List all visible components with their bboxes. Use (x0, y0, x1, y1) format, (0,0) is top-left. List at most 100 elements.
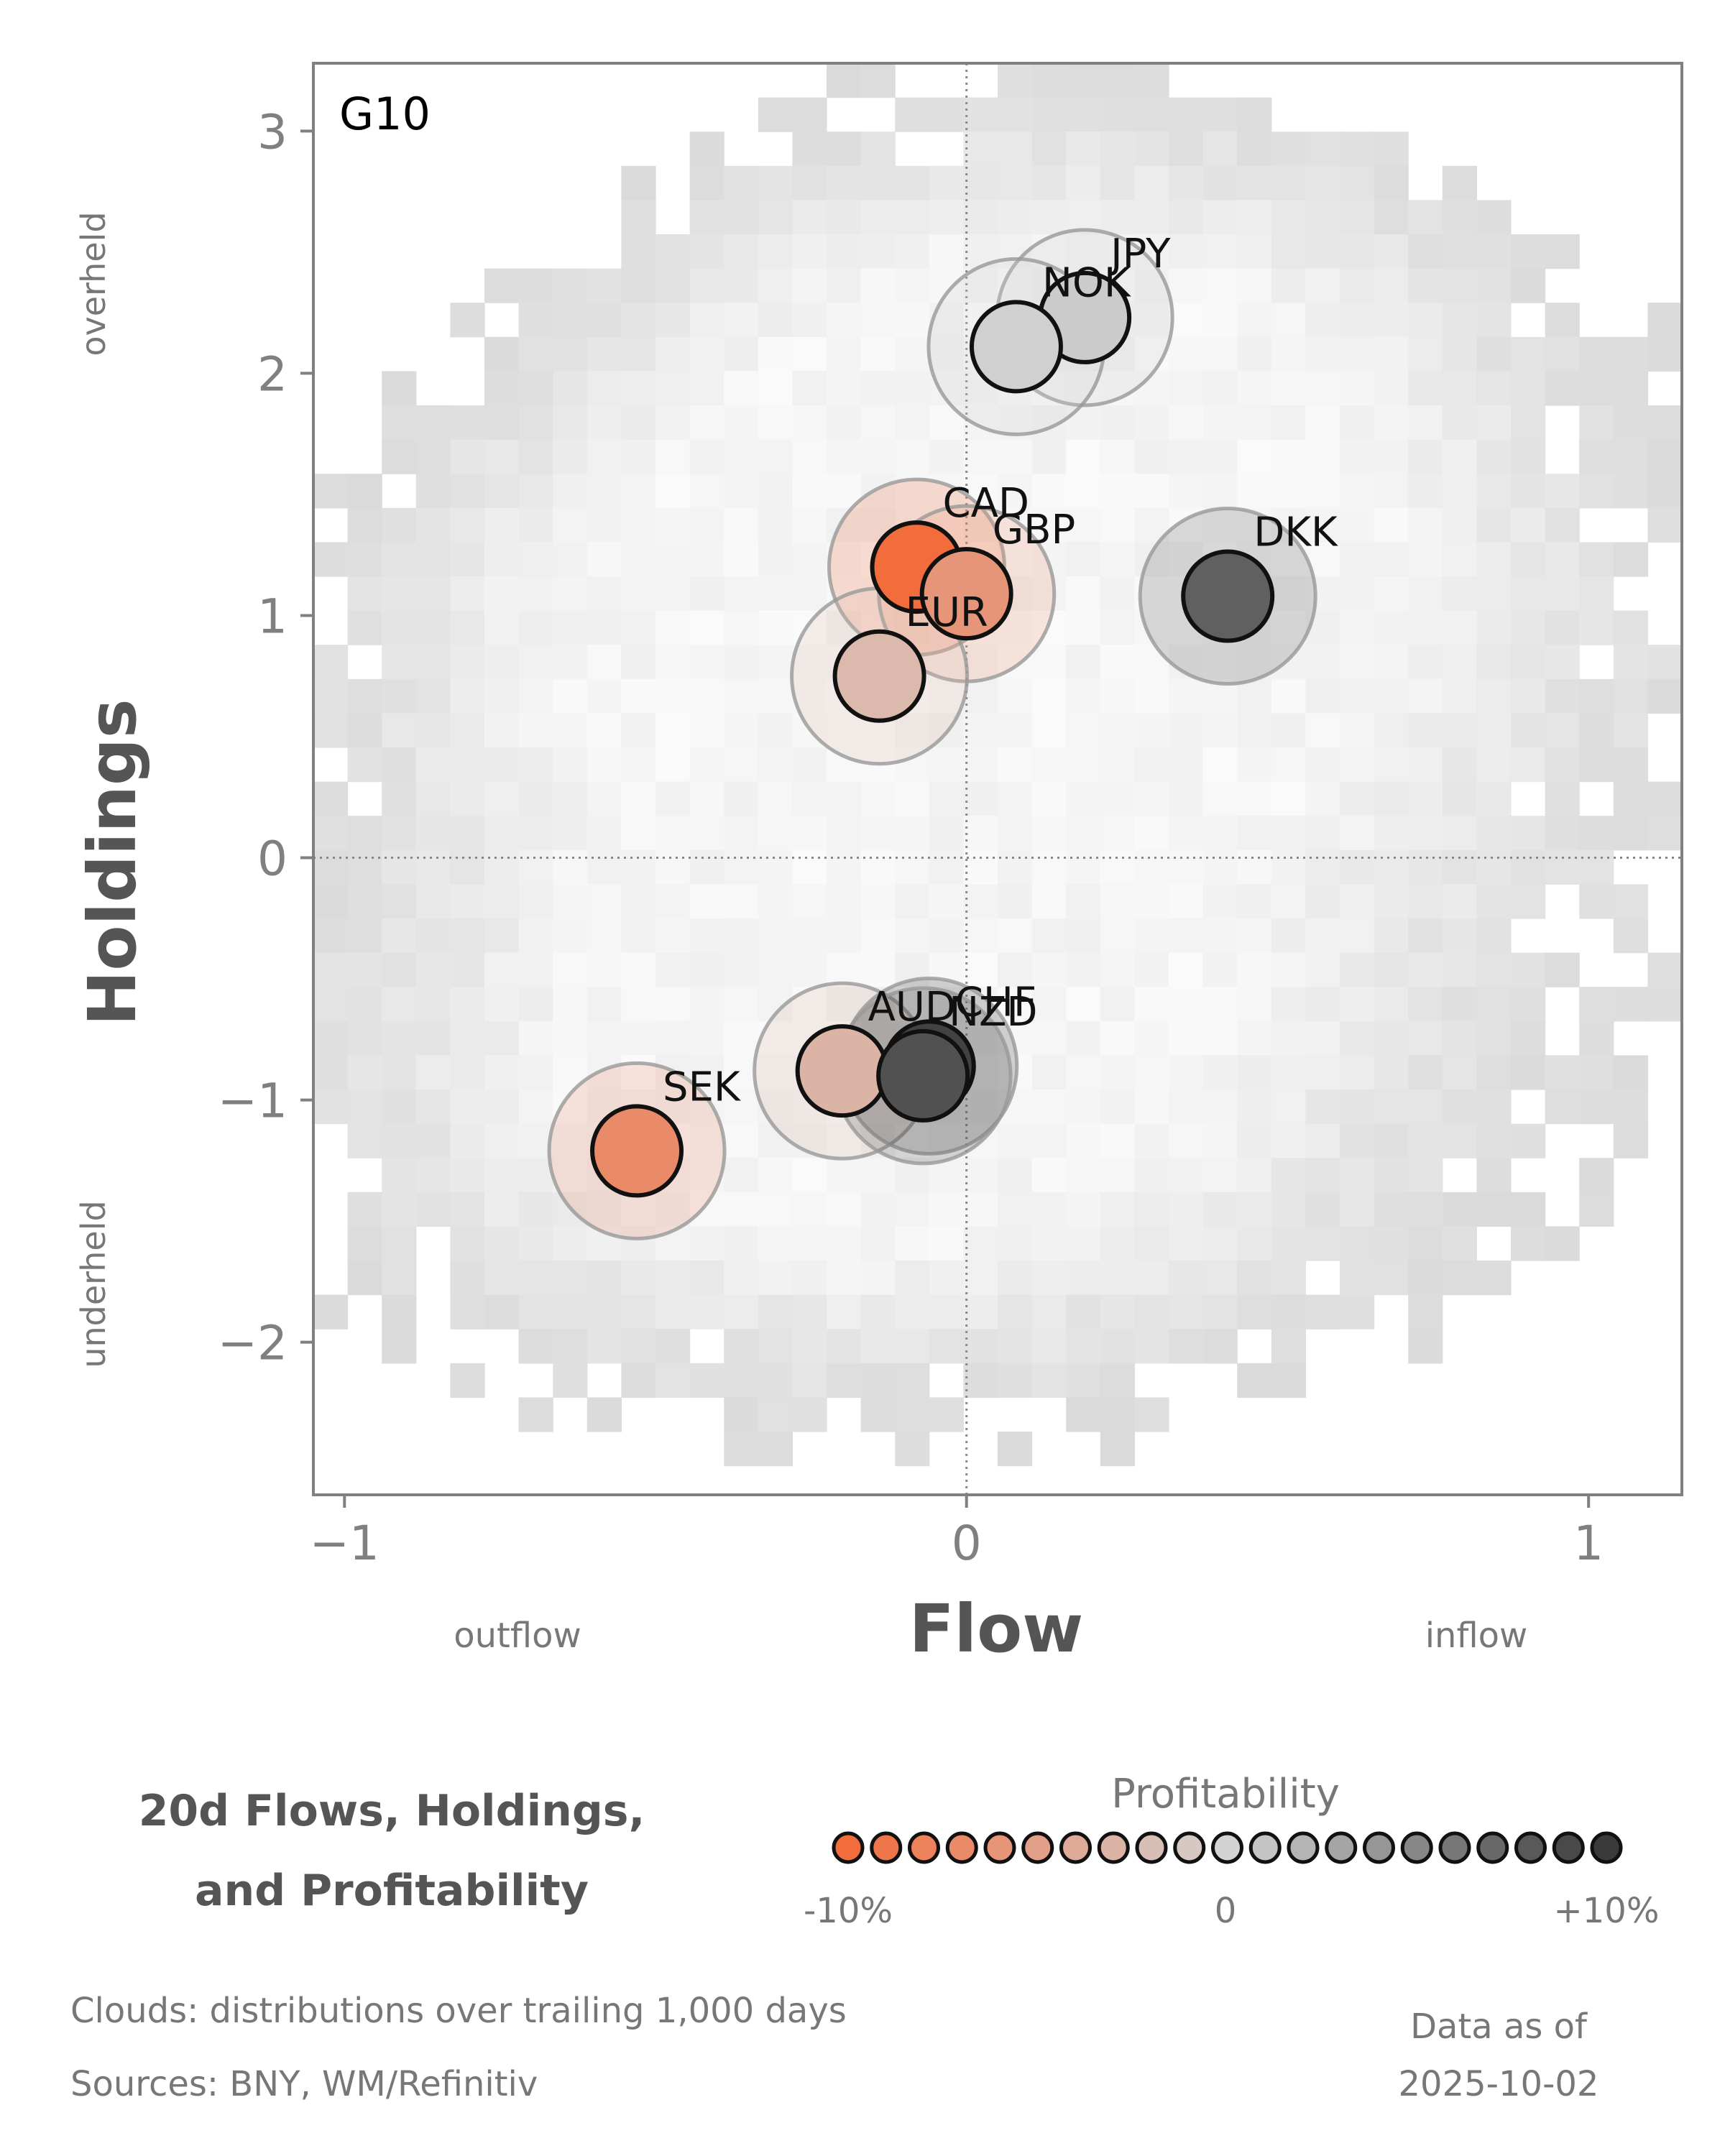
cloud-cell (1374, 713, 1409, 748)
cloud-cell (758, 1363, 793, 1398)
cloud-cell (1271, 645, 1306, 680)
cloud-cell (1408, 1226, 1443, 1261)
cloud-cell (621, 816, 656, 851)
colorbar-swatch (1400, 1831, 1433, 1864)
cloud-cell (621, 1226, 656, 1261)
cloud-cell (1305, 747, 1340, 783)
cloud-cell (1305, 884, 1340, 919)
cloud-cell (1305, 1294, 1340, 1330)
cloud-cell (1476, 781, 1512, 816)
cloud-cell (1305, 713, 1340, 748)
cloud-cell (792, 816, 827, 851)
cloud-cell (1579, 884, 1614, 919)
cloud-cell (1100, 816, 1135, 851)
cloud-cell (1066, 713, 1101, 748)
cloud-cell (792, 1261, 827, 1296)
cloud-cell (1202, 816, 1238, 851)
cloud-cell (313, 884, 349, 919)
cloud-cell (1305, 234, 1340, 270)
cloud-cell (1100, 918, 1135, 954)
cloud-cell (1271, 268, 1306, 303)
cloud-cell (518, 474, 553, 509)
cloud-cell (1579, 371, 1614, 406)
cloud-cell (1271, 849, 1306, 885)
cloud-cell (1340, 1055, 1375, 1090)
cloud-cell (1340, 952, 1375, 987)
cloud-cell (1305, 439, 1340, 474)
y-axis-overheld-annotation: overheld (74, 211, 113, 356)
cloud-cell (1066, 1055, 1101, 1090)
cloud-cell (1476, 234, 1512, 270)
cloud-cell (1134, 371, 1169, 406)
cloud-cell (1511, 474, 1546, 509)
cloud-cell (1579, 747, 1614, 783)
cloud-cell (758, 371, 793, 406)
cloud-cell (450, 610, 485, 645)
colorbar-swatch (1135, 1831, 1168, 1864)
cloud-cell (450, 952, 485, 987)
cloud-cell (1134, 200, 1169, 235)
cloud-cell (1066, 576, 1101, 612)
cloud-cell (484, 439, 520, 474)
cloud-cell (1682, 918, 1716, 953)
cloud-cell (656, 234, 691, 270)
cloud-cell (450, 987, 485, 1022)
cloud-cell (929, 1397, 964, 1432)
cloud-cell (1682, 679, 1716, 714)
cloud-cell (827, 849, 862, 885)
cloud-cell (313, 474, 349, 509)
cloud-cell (518, 713, 553, 748)
cloud-cell (1100, 610, 1135, 645)
cloud-cell (1237, 1294, 1272, 1330)
cloud-cell (586, 1021, 622, 1056)
cloud-cell (1100, 132, 1135, 167)
plot-frame (312, 62, 1683, 1496)
cloud-cell (1305, 987, 1340, 1022)
y-tick-label: −2 (218, 1316, 288, 1371)
cloud-cell (518, 1055, 553, 1090)
cloud-cell (689, 816, 724, 851)
cloud-cell (1374, 987, 1409, 1022)
cloud-cell (1545, 849, 1580, 885)
cloud-cell (586, 507, 622, 543)
cloud-cell (929, 1226, 964, 1261)
cloud-cell (1066, 474, 1101, 509)
cloud-cell (963, 1192, 998, 1227)
cloud-cell (1340, 132, 1375, 167)
cloud-cell (1374, 576, 1409, 612)
cloud-cell (758, 884, 793, 919)
cloud-cell (724, 918, 759, 954)
cloud-cell (1374, 1158, 1409, 1193)
cloud-cell (860, 405, 896, 441)
cloud-cell (1340, 1089, 1375, 1125)
cloud-cell (1442, 849, 1477, 885)
cloud-cell (1305, 1192, 1340, 1227)
cloud-cell (1271, 1021, 1306, 1056)
cloud-cell (1340, 884, 1375, 919)
cloud-cell (758, 303, 793, 338)
cloud-cell (1476, 336, 1512, 372)
cloud-cell (484, 678, 520, 714)
cloud-cell (1066, 1294, 1101, 1330)
cloud-cell (689, 303, 724, 338)
cloud-cell (1169, 474, 1204, 509)
cloud-cell (860, 1397, 896, 1432)
cloud-cell (656, 713, 691, 748)
cloud-cell (1613, 542, 1648, 577)
cloud-cell (724, 1021, 759, 1056)
cloud-cell (1100, 507, 1135, 543)
cloud-cell (758, 165, 793, 201)
cloud-cell (1202, 405, 1238, 441)
cloud-cell (929, 781, 964, 816)
cloud-cell (1340, 576, 1375, 612)
cloud-cell (689, 200, 724, 235)
cloud-cell (827, 781, 862, 816)
cloud-cell (998, 918, 1033, 954)
cloud-cell (1305, 336, 1340, 372)
cloud-cell (450, 1363, 485, 1398)
cloud-cell (827, 132, 862, 167)
cloud-cell (827, 63, 862, 98)
cloud-cell (1100, 645, 1135, 680)
cloud-cell (963, 474, 998, 509)
cloud-cell (1647, 678, 1682, 714)
